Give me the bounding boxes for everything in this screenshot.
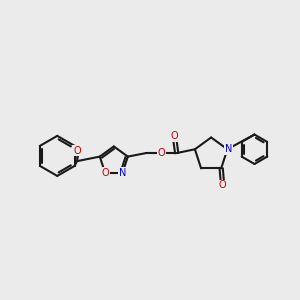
Text: O: O [219,180,226,190]
Text: O: O [170,131,178,141]
Text: O: O [101,168,109,178]
Text: N: N [119,168,126,178]
Text: O: O [158,148,165,158]
Text: O: O [73,146,81,156]
Text: N: N [225,144,233,154]
